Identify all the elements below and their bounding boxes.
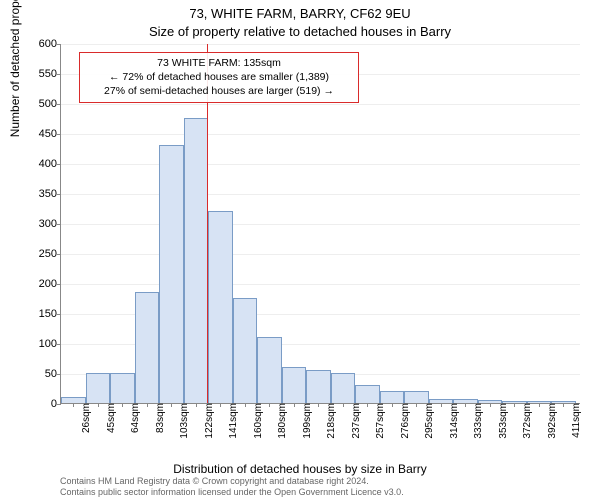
x-tick-label: 295sqm bbox=[420, 403, 435, 439]
x-tick-mark bbox=[539, 403, 540, 407]
attribution-line-1: Contains HM Land Registry data © Crown c… bbox=[60, 476, 404, 487]
annotation-line-1: 73 WHITE FARM: 135sqm bbox=[86, 56, 352, 70]
grid-line bbox=[61, 164, 580, 165]
chart-title: 73, WHITE FARM, BARRY, CF62 9EU bbox=[0, 6, 600, 21]
x-tick-mark bbox=[220, 403, 221, 407]
annotation-line-2: ← 72% of detached houses are smaller (1,… bbox=[86, 70, 352, 84]
histogram-bar bbox=[282, 367, 307, 403]
x-tick-label: 180sqm bbox=[273, 403, 288, 439]
grid-line bbox=[61, 44, 580, 45]
x-tick-label: 411sqm bbox=[567, 403, 582, 438]
x-tick-label: 353sqm bbox=[494, 403, 509, 439]
histogram-bar bbox=[159, 145, 184, 403]
x-tick-mark bbox=[367, 403, 368, 407]
x-tick-label: 372sqm bbox=[518, 403, 533, 439]
x-tick-mark bbox=[147, 403, 148, 407]
x-tick-label: 218sqm bbox=[322, 403, 337, 439]
x-tick-mark bbox=[563, 403, 564, 407]
x-tick-mark bbox=[294, 403, 295, 407]
x-tick-label: 314sqm bbox=[445, 403, 460, 439]
x-tick-mark bbox=[171, 403, 172, 407]
x-tick-label: 64sqm bbox=[126, 403, 141, 433]
chart-container: 73, WHITE FARM, BARRY, CF62 9EU Size of … bbox=[0, 0, 600, 500]
x-tick-label: 122sqm bbox=[200, 403, 215, 439]
x-tick-label: 199sqm bbox=[298, 403, 313, 439]
histogram-bar bbox=[86, 373, 111, 403]
histogram-bar bbox=[184, 118, 209, 403]
x-tick-mark bbox=[514, 403, 515, 407]
histogram-bar bbox=[135, 292, 160, 403]
x-tick-mark bbox=[392, 403, 393, 407]
x-tick-mark bbox=[245, 403, 246, 407]
chart-subtitle: Size of property relative to detached ho… bbox=[0, 24, 600, 39]
x-tick-mark bbox=[465, 403, 466, 407]
attribution-line-2: Contains public sector information licen… bbox=[60, 487, 404, 498]
x-tick-mark bbox=[73, 403, 74, 407]
grid-line bbox=[61, 104, 580, 105]
histogram-bar bbox=[257, 337, 282, 403]
x-tick-mark bbox=[196, 403, 197, 407]
x-tick-mark bbox=[98, 403, 99, 407]
grid-line bbox=[61, 224, 580, 225]
grid-line bbox=[61, 254, 580, 255]
grid-line bbox=[61, 194, 580, 195]
histogram-bar bbox=[306, 370, 331, 403]
histogram-bar bbox=[380, 391, 405, 403]
x-tick-label: 392sqm bbox=[543, 403, 558, 439]
x-tick-mark bbox=[416, 403, 417, 407]
grid-line bbox=[61, 134, 580, 135]
grid-line bbox=[61, 284, 580, 285]
x-tick-mark bbox=[269, 403, 270, 407]
x-axis-label: Distribution of detached houses by size … bbox=[0, 462, 600, 476]
histogram-bar bbox=[355, 385, 380, 403]
x-tick-label: 26sqm bbox=[77, 403, 92, 433]
x-tick-label: 257sqm bbox=[371, 403, 386, 439]
x-tick-mark bbox=[343, 403, 344, 407]
x-tick-mark bbox=[122, 403, 123, 407]
x-tick-mark bbox=[490, 403, 491, 407]
x-tick-label: 160sqm bbox=[249, 403, 264, 439]
x-tick-label: 45sqm bbox=[102, 403, 117, 433]
histogram-bar bbox=[233, 298, 258, 403]
attribution-text: Contains HM Land Registry data © Crown c… bbox=[60, 476, 404, 498]
x-tick-label: 141sqm bbox=[224, 403, 239, 439]
annotation-line-3: 27% of semi-detached houses are larger (… bbox=[86, 84, 352, 98]
annotation-box: 73 WHITE FARM: 135sqm← 72% of detached h… bbox=[79, 52, 359, 103]
x-tick-label: 237sqm bbox=[347, 403, 362, 439]
x-tick-label: 103sqm bbox=[175, 403, 190, 439]
x-tick-label: 333sqm bbox=[469, 403, 484, 439]
y-tick-mark bbox=[57, 404, 61, 405]
x-tick-label: 276sqm bbox=[396, 403, 411, 439]
y-axis-label: Number of detached properties bbox=[8, 0, 22, 137]
x-tick-mark bbox=[318, 403, 319, 407]
x-tick-label: 83sqm bbox=[151, 403, 166, 433]
x-tick-mark bbox=[441, 403, 442, 407]
histogram-bar bbox=[110, 373, 135, 403]
histogram-bar bbox=[208, 211, 233, 403]
plot-area: 05010015020025030035040045050055060026sq… bbox=[60, 44, 580, 404]
histogram-bar bbox=[331, 373, 356, 403]
histogram-bar bbox=[404, 391, 429, 403]
